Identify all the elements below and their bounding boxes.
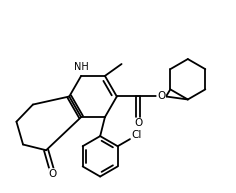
Text: H: H <box>75 64 82 73</box>
Text: NH: NH <box>74 62 88 72</box>
Text: Cl: Cl <box>131 130 142 140</box>
Text: O: O <box>157 91 165 102</box>
Text: O: O <box>134 118 142 128</box>
Text: O: O <box>49 169 57 179</box>
